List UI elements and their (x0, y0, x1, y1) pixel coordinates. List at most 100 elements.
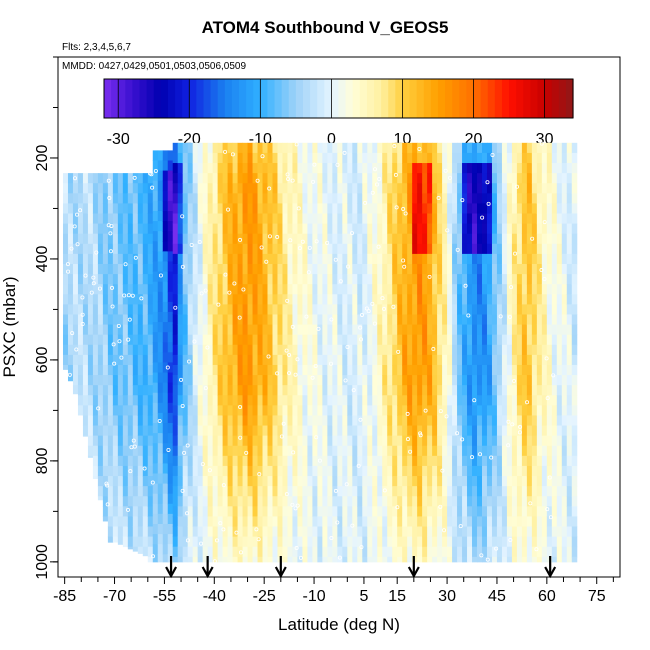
heatmap-cell (207, 546, 214, 558)
heatmap-cell (127, 203, 134, 215)
heatmap-cell (501, 364, 508, 376)
sample-marker (440, 468, 445, 473)
heatmap-cell (551, 455, 558, 467)
heatmap-cell (412, 375, 418, 386)
heatmap-cell (402, 445, 408, 457)
heatmap-cell (402, 324, 408, 336)
heatmap-cell (197, 506, 204, 517)
heatmap-cell (122, 193, 129, 204)
heatmap-cell (232, 395, 239, 406)
heatmap-cell (157, 513, 164, 525)
heatmap-cell (287, 526, 293, 538)
heatmap-cell (107, 465, 114, 477)
heatmap-cell (127, 496, 134, 507)
sample-marker (107, 196, 112, 201)
heatmap-cell (207, 435, 214, 447)
heatmap-cell (452, 476, 458, 487)
heatmap-cell (177, 486, 184, 497)
heatmap-cell (202, 354, 209, 366)
heatmap-cell (212, 344, 219, 356)
heatmap-cell (237, 486, 244, 497)
heatmap-cell (197, 445, 204, 457)
heatmap-cell (172, 506, 179, 517)
heatmap-cell (337, 455, 343, 467)
heatmap-cell (227, 435, 234, 447)
heatmap-cell (457, 284, 463, 295)
heatmap-cell (297, 476, 303, 487)
heatmap-cell (452, 465, 458, 477)
heatmap-cell (282, 314, 288, 326)
heatmap-cell (541, 142, 548, 154)
heatmap-cell (477, 263, 483, 275)
heatmap-cell (392, 405, 398, 416)
heatmap-cell (197, 263, 204, 275)
heatmap-cell (467, 506, 473, 517)
heatmap-cell (427, 425, 433, 437)
heatmap-cell (112, 193, 119, 204)
heatmap-cell (467, 405, 473, 416)
heatmap-cell (526, 152, 533, 164)
heatmap-cell (87, 344, 94, 356)
heatmap-cell (397, 486, 403, 497)
heatmap-cell (432, 274, 438, 285)
heatmap-cell (462, 395, 468, 406)
heatmap-cell (496, 385, 503, 396)
heatmap-cell (382, 536, 388, 548)
heatmap-cell (187, 405, 194, 416)
heatmap-cell (117, 435, 124, 447)
heatmap-cell (172, 516, 179, 528)
heatmap-cell (387, 344, 393, 356)
heatmap-cell (571, 324, 578, 336)
heatmap-cell (481, 163, 488, 174)
heatmap-cell (162, 301, 169, 313)
heatmap-cell (521, 223, 528, 235)
heatmap-cell (452, 314, 458, 326)
sample-marker (517, 430, 522, 435)
sample-marker (295, 357, 300, 362)
heatmap-cell (467, 163, 473, 174)
heatmap-cell (112, 213, 119, 225)
heatmap-cell (217, 314, 224, 326)
heatmap-cell (511, 506, 518, 517)
heatmap-cell (112, 243, 119, 255)
sample-marker (405, 411, 410, 416)
heatmap-cell (307, 465, 313, 477)
heatmap-cell (67, 173, 74, 184)
heatmap-cell (77, 173, 84, 184)
sample-marker (132, 175, 137, 180)
heatmap-cell (272, 375, 278, 386)
heatmap-cell (536, 203, 543, 215)
sample-marker (401, 258, 406, 263)
heatmap-cell (457, 274, 463, 285)
heatmap-cell (252, 385, 259, 396)
heatmap-cell (102, 344, 109, 356)
heatmap-cell (142, 455, 149, 467)
heatmap-cell (72, 263, 79, 275)
heatmap-cell (82, 334, 89, 346)
heatmap-cell (152, 291, 159, 303)
heatmap-cell (162, 261, 169, 273)
heatmap-cell (87, 274, 94, 285)
heatmap-cell (137, 203, 144, 215)
heatmap-cell (137, 516, 144, 528)
sample-marker (359, 337, 364, 342)
heatmap-cell (521, 425, 528, 437)
heatmap-cell (402, 253, 408, 265)
heatmap-cell (452, 506, 458, 517)
sample-marker (205, 345, 210, 350)
heatmap-cell (397, 395, 403, 406)
heatmap-cell (142, 496, 149, 507)
heatmap-cell (481, 506, 488, 517)
heatmap-cell (132, 536, 139, 548)
heatmap-cell (307, 425, 313, 437)
heatmap-cell (541, 304, 548, 315)
heatmap-cell (312, 344, 318, 356)
heatmap-cell (462, 425, 468, 437)
heatmap-cell (112, 405, 119, 416)
heatmap-cell (212, 405, 219, 416)
sample-marker (180, 403, 185, 408)
heatmap-cell (127, 486, 134, 497)
heatmap-cell (92, 233, 99, 245)
heatmap-cell (212, 496, 219, 507)
heatmap-cell (272, 142, 278, 154)
